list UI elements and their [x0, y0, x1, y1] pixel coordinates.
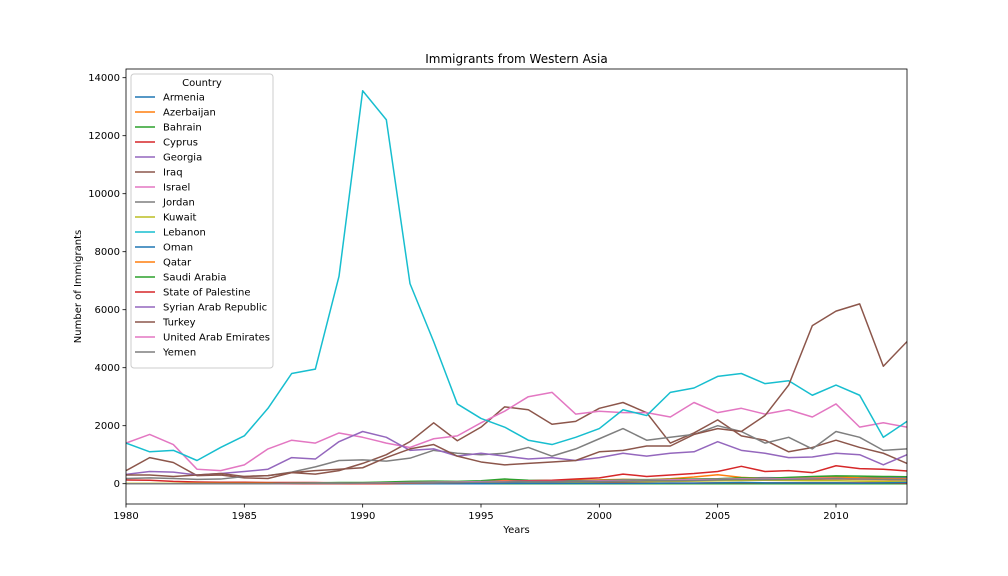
y-tick-label: 14000 [88, 73, 120, 84]
series-line-lebanon [126, 90, 907, 462]
y-tick-label: 12000 [88, 131, 120, 142]
x-tick-label: 1995 [468, 511, 493, 522]
x-tick-label: 2000 [587, 511, 612, 522]
series-line-yemen [126, 478, 907, 485]
legend-label-georgia: Georgia [163, 153, 202, 164]
legend-label-jordan: Jordan [162, 198, 195, 209]
x-axis-label: Years [502, 525, 529, 536]
chart-title: Immigrants from Western Asia [425, 52, 607, 66]
legend-label-israel: Israel [163, 183, 190, 194]
legend-label-yemen: Yemen [162, 348, 196, 359]
plot-frame [125, 68, 908, 505]
series-lines [126, 90, 907, 485]
legend-title: Country [182, 78, 222, 89]
legend-label-state-of-palestine: State of Palestine [163, 288, 251, 299]
legend-label-lebanon: Lebanon [163, 228, 206, 239]
series-line-turkey [126, 303, 907, 478]
series-line-iraq [126, 401, 907, 480]
y-axis: 0 2000 4000 6000 8000 10000 12000 14000 [88, 73, 126, 490]
legend-label-oman: Oman [163, 243, 193, 254]
y-tick-label: 0 [114, 479, 120, 490]
legend: Country Armenia Azerbaijan Bahrain Cyprus Ge… [130, 73, 274, 369]
legend-label-iraq: Iraq [163, 168, 183, 179]
y-tick-label: 10000 [88, 189, 120, 200]
legend-label-syrian-arab-republic: Syrian Arab Republic [163, 303, 267, 314]
x-axis: 1980 1985 1990 1995 2000 2005 2010 [113, 504, 849, 522]
x-tick-label: 2010 [823, 511, 848, 522]
legend-label-cyprus: Cyprus [163, 138, 198, 149]
legend-label-azerbaijan: Azerbaijan [163, 108, 216, 119]
x-tick-label: 2005 [705, 511, 730, 522]
y-tick-label: 4000 [95, 363, 120, 374]
y-tick-label: 2000 [95, 421, 120, 432]
legend-label-armenia: Armenia [163, 93, 205, 104]
x-tick-label: 1980 [113, 511, 138, 522]
series-line-israel [126, 391, 907, 472]
x-tick-label: 1985 [232, 511, 257, 522]
y-tick-label: 6000 [95, 305, 120, 316]
legend-label-turkey: Turkey [162, 318, 196, 329]
legend-label-saudi-arabia: Saudi Arabia [163, 273, 226, 284]
legend-box [130, 73, 274, 369]
legend-label-bahrain: Bahrain [163, 123, 202, 134]
legend-items: Armenia Azerbaijan Bahrain Cyprus Georgia Ira… [135, 93, 270, 359]
x-tick-label: 1990 [350, 511, 375, 522]
legend-label-united-arab-emirates: United Arab Emirates [163, 333, 270, 344]
legend-label-qatar: Qatar [163, 258, 192, 269]
y-tick-label: 8000 [95, 247, 120, 258]
legend-label-kuwait: Kuwait [163, 213, 196, 224]
series-line-syrian-arab-republic [126, 430, 907, 476]
y-axis-label: Number of Immigrants [73, 230, 84, 343]
